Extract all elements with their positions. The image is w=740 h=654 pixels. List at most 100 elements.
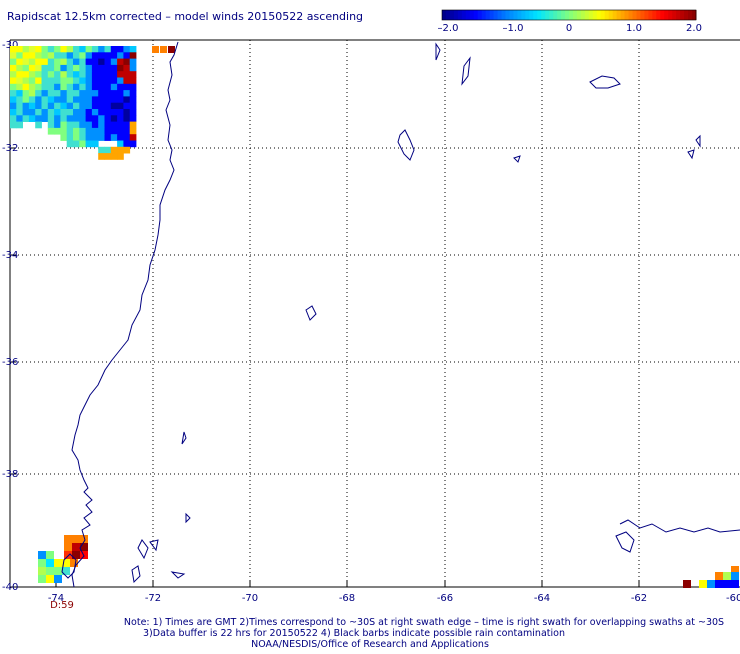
wind-pixel [98,96,105,104]
wind-pixel [47,64,55,72]
wind-pixel [79,109,86,116]
wind-pixel [41,83,49,91]
wind-pixel [54,109,61,116]
wind-pixel [10,109,17,116]
colorbar-cell [561,10,566,20]
wind-pixel [41,109,49,116]
time-label: D:59 [50,600,74,611]
colorbar-cell [553,10,558,20]
wind-pixel [54,121,61,129]
colorbar-cell [513,10,518,20]
wind-pixel [98,127,105,135]
wind-pixel [129,71,137,78]
colorbar-cell [604,10,610,20]
wind-pixel [85,90,93,97]
colorbar-tick: 1.0 [626,23,642,34]
wind-pixel [110,52,118,59]
wind-pixel [35,109,42,116]
wind-pixel [104,46,112,53]
wind-pixel [123,77,131,85]
wind-pixel [28,46,36,53]
wind-pixel [60,64,68,72]
colorbar-cell [477,10,483,20]
colorbar-cell [473,10,479,20]
wind-pixel [117,146,124,154]
wind-pixel [117,90,124,97]
wind-pixel [41,52,49,59]
wind-pixel [98,109,105,116]
wind-pixel [80,535,88,543]
wind-pixel [54,77,61,85]
colorbar-cell [588,10,594,20]
wind-pixel [110,77,118,85]
wind-pixel [110,109,118,116]
wind-pixel [16,109,23,116]
wind-pixel [60,52,68,59]
wind-pixel [79,58,86,66]
wind-pixel [85,127,93,135]
wind-pixel [22,58,30,66]
wind-pixel [35,77,42,85]
wind-pixel [54,83,61,91]
colorbar: –2.0 –1.0 0 1.0 2.0 [438,9,702,34]
colorbar-cell [656,10,661,20]
wind-pixel [129,52,137,59]
lon-label: -66 [437,593,453,604]
colorbar-cell [497,10,503,20]
island-fragment [137,539,149,560]
colorbar-cell [680,10,685,20]
wind-pixel [110,71,118,78]
lon-label: -62 [631,593,647,604]
wind-pixel [98,77,105,85]
wind-pixel [60,96,68,104]
wind-pixel [79,83,86,91]
colorbar-cell [545,10,550,20]
wind-pixel [85,121,93,129]
wind-pixel [41,64,49,72]
lon-label: -70 [242,593,258,604]
wind-pixel [91,83,99,91]
wind-pixel [22,83,30,91]
map-title: Rapidscat 12.5km corrected – model winds… [7,10,363,23]
wind-pixel [41,46,49,53]
wind-pixel [91,109,99,116]
wind-pixel [91,134,99,141]
wind-pixel [54,71,61,78]
wind-pixel [28,90,36,97]
wind-pixel [16,102,23,110]
note-line-2: 3)Data buffer is 22 hrs for 20150522 4) … [143,628,565,639]
wind-pixel [54,559,62,567]
wind-pixel [731,566,739,574]
wind-pixel [41,71,49,78]
colorbar-cell [652,10,657,20]
wind-pixel [66,64,74,72]
wind-pixel [123,58,131,66]
wind-pixel [79,52,86,59]
wind-pixel [10,64,17,72]
wind-pixel [41,90,49,97]
colorbar-cell [453,10,459,20]
colorbar-cell [509,10,514,20]
wind-pixel [35,121,42,129]
wind-pixel [66,52,74,59]
wind-pixel [91,115,99,122]
wind-pixel [22,46,30,53]
wind-pixel [152,46,159,53]
lon-label: -68 [339,593,355,604]
wind-pixel [60,58,68,66]
wind-pixel [47,121,55,129]
wind-pixel [110,90,118,97]
wind-pixel [66,90,74,97]
wind-pixel [60,102,68,110]
wind-pixel [60,77,68,85]
wind-pixel [731,580,739,588]
wind-pixel [60,46,68,53]
wind-pixel [22,96,30,104]
wind-pixel [123,134,131,141]
wind-pixel [104,134,112,141]
wind-pixel [54,96,61,104]
wind-pixel [104,83,112,91]
colorbar-cell [620,10,626,20]
lon-label: -72 [145,593,161,604]
wind-pixel [22,71,30,78]
